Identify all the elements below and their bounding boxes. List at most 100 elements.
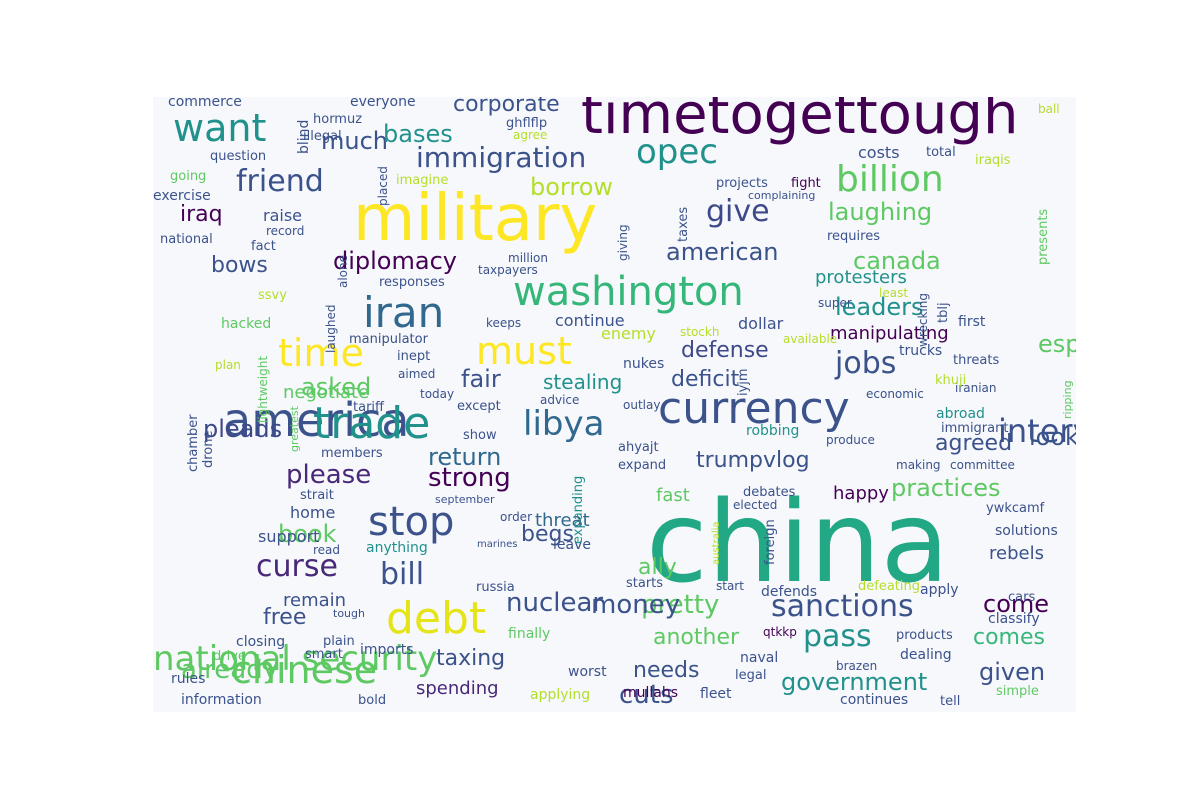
word-immigration: immigration: [416, 141, 587, 174]
word-america: america: [223, 393, 410, 447]
word-continues: continues: [840, 692, 909, 708]
word-taxes: taxes: [676, 207, 691, 243]
word-mullahs: mullahs: [623, 685, 679, 701]
word-russia: russia: [476, 580, 515, 595]
word-plan: plan: [215, 358, 241, 372]
word-comes: comes: [973, 625, 1045, 650]
word-strait: strait: [300, 488, 334, 503]
word-another: another: [653, 625, 740, 650]
word-cuts: cuts: [619, 680, 674, 710]
word-currency: currency: [658, 383, 850, 434]
word-order: order: [500, 510, 532, 524]
word-requires: requires: [827, 229, 880, 244]
word-iyjm: iyjm: [736, 368, 751, 397]
word-expanding: expanding: [571, 475, 586, 544]
word-bases: bases: [383, 120, 453, 148]
word-blind: blind: [296, 119, 312, 155]
word-agree: agree: [513, 128, 548, 142]
word-complaining: complaining: [748, 189, 816, 202]
word-marines: marines: [477, 539, 518, 550]
word-enemy: enemy: [601, 324, 656, 343]
word-greatest: greatest: [288, 405, 301, 452]
word-already: already: [181, 655, 279, 685]
word-qtkkp: qtkkp: [763, 625, 797, 639]
word-simple: simple: [996, 684, 1039, 699]
word-begs: begs: [521, 522, 574, 547]
word-hormuz: hormuz: [313, 112, 363, 127]
word-sanctions: sanctions: [771, 589, 914, 624]
word-tariff: tariff: [353, 400, 384, 415]
word-leave: leave: [553, 537, 591, 553]
word-defends: defends: [761, 584, 818, 600]
word-keeps: keeps: [486, 316, 522, 330]
word-trucks: trucks: [899, 343, 943, 359]
word-china: china: [646, 478, 950, 608]
word-apply: apply: [920, 582, 959, 598]
word-book: book: [278, 520, 337, 548]
word-taxing: taxing: [436, 646, 506, 671]
word-nukes: nukes: [623, 356, 665, 372]
word-super: super: [818, 296, 852, 310]
word-everyone: everyone: [350, 97, 416, 110]
word-tell: tell: [940, 694, 961, 709]
word-bows: bows: [211, 253, 268, 278]
word-curse: curse: [256, 549, 338, 584]
word-tblj: tblj: [936, 302, 951, 324]
word-laughed: laughed: [324, 304, 338, 354]
word-classify: classify: [988, 611, 1040, 627]
word-legal: legal: [735, 668, 767, 683]
word-lightweight: lightweight: [256, 355, 270, 423]
word-looking: looking: [1029, 423, 1076, 451]
word-robbing: robbing: [746, 423, 800, 439]
word-come: come: [983, 590, 1050, 618]
word-chinese: chinese: [231, 648, 378, 692]
word-alone: alone: [336, 255, 350, 289]
word-defense: defense: [681, 338, 769, 363]
word-stealing: stealing: [543, 370, 623, 394]
word-laughing: laughing: [828, 198, 933, 226]
word-time: time: [278, 331, 364, 375]
word-chamber: chamber: [186, 414, 201, 473]
word-raise: raise: [263, 206, 303, 225]
word-espionage: espionage: [1038, 330, 1076, 358]
word-asked: asked: [301, 373, 372, 401]
word-support: support: [258, 527, 320, 546]
word-members: members: [321, 446, 383, 461]
word-anything: anything: [366, 540, 428, 556]
word-borrow: borrow: [530, 173, 614, 201]
word-needs: needs: [633, 658, 700, 683]
word-economic: economic: [866, 387, 924, 401]
word-plain: plain: [323, 634, 355, 649]
word-smart: smart: [305, 647, 343, 662]
word-ally: ally: [638, 555, 677, 580]
word-defeating: defeating: [858, 579, 920, 594]
word-military: military: [353, 182, 598, 256]
word-illegal: illegal: [303, 129, 342, 144]
word-least: least: [879, 286, 909, 300]
word-australia: australia: [711, 521, 722, 565]
word-spending: spending: [416, 678, 499, 699]
word-continue: continue: [555, 311, 625, 330]
word-dollar: dollar: [738, 314, 784, 333]
word-billion: billion: [836, 159, 944, 200]
word-threats: threats: [953, 353, 1000, 368]
word-strong: strong: [428, 463, 511, 493]
word-making: making: [896, 458, 941, 472]
word-stop: stop: [368, 499, 455, 545]
word-going: going: [170, 169, 207, 184]
word-abroad: abroad: [936, 406, 985, 422]
word-fight: fight: [791, 176, 821, 191]
word-nuclear: nuclear: [506, 588, 604, 618]
word-diplomacy: diplomacy: [333, 247, 457, 275]
word-fast: fast: [656, 485, 690, 506]
word-rebels: rebels: [989, 543, 1044, 564]
word-starts: starts: [626, 576, 664, 591]
word-remain: remain: [283, 590, 347, 611]
word-imports: imports: [360, 642, 414, 658]
word-canada: canada: [853, 247, 941, 275]
word-foreign: foreign: [763, 519, 778, 566]
word-deficit: deficit: [671, 367, 740, 392]
word-drone: drone: [201, 430, 216, 469]
word-fact: fact: [251, 239, 276, 254]
word-expand: expand: [618, 458, 667, 473]
